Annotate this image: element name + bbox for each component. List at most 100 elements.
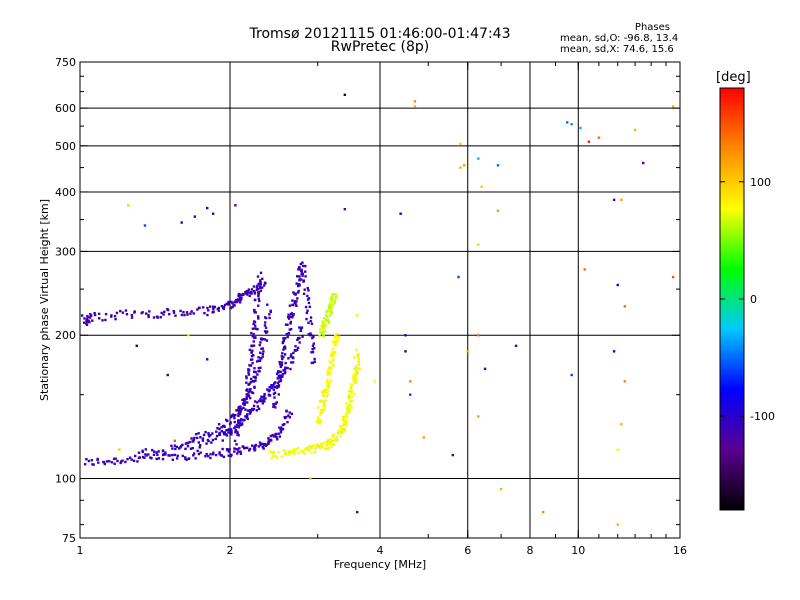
echo-point: [233, 439, 237, 443]
echo-point: [273, 381, 277, 384]
echo-point: [301, 264, 305, 268]
echo-point: [296, 297, 299, 300]
echo-point: [322, 333, 325, 336]
echo-point: [130, 458, 133, 461]
echo-point: [210, 441, 213, 444]
echo-point: [597, 136, 601, 139]
echo-point: [152, 316, 156, 319]
echo-point: [252, 404, 256, 408]
echo-point: [329, 368, 333, 371]
echo-point: [283, 353, 287, 356]
echo-point: [257, 294, 260, 298]
echo-point: [326, 315, 329, 319]
echo-point: [321, 411, 324, 414]
echo-point: [145, 454, 148, 457]
echo-point: [202, 433, 206, 437]
echo-point: [404, 334, 407, 337]
echo-point: [319, 330, 322, 334]
echo-point: [244, 408, 247, 411]
echo-point: [332, 358, 335, 361]
echo-point: [233, 450, 236, 453]
echo-point: [253, 311, 256, 314]
echo-point: [310, 361, 314, 365]
echo-point: [217, 309, 221, 312]
echo-point: [289, 312, 293, 316]
echo-point: [292, 313, 295, 316]
y-tick-label: 500: [55, 140, 76, 153]
echo-point: [286, 420, 289, 424]
echo-point: [296, 446, 300, 450]
echo-point: [263, 321, 267, 324]
echo-point: [237, 450, 240, 453]
echo-point: [322, 334, 325, 338]
echo-point: [347, 395, 351, 398]
echo-point: [236, 421, 240, 424]
echo-point: [237, 294, 240, 297]
echo-point: [240, 422, 244, 425]
echo-point: [328, 372, 332, 376]
echo-point: [89, 313, 92, 316]
echo-point: [328, 304, 331, 307]
echo-point: [257, 297, 261, 300]
echo-point: [299, 329, 302, 333]
echo-point: [163, 310, 166, 314]
echo-point: [275, 401, 279, 404]
echo-point: [346, 409, 350, 412]
echo-point: [248, 447, 252, 451]
echo-point: [245, 376, 248, 380]
echo-point: [207, 309, 210, 312]
echo-point: [236, 298, 240, 301]
echo-point: [252, 289, 256, 293]
echo-point: [283, 370, 287, 374]
echo-point: [350, 406, 353, 409]
echo-point: [205, 452, 208, 456]
echo-point: [233, 447, 236, 450]
echo-point: [313, 450, 317, 454]
x-tick-label: 6: [464, 544, 471, 557]
echo-point: [211, 453, 215, 456]
echo-point: [282, 337, 285, 340]
echo-point: [323, 326, 326, 329]
echo-point: [300, 278, 303, 281]
echo-point: [186, 313, 189, 316]
echo-point: [295, 275, 299, 278]
x-tick-label: 2: [227, 544, 234, 557]
echo-point: [211, 305, 215, 308]
echo-point: [270, 386, 273, 390]
echo-point: [318, 400, 322, 403]
echo-point: [327, 383, 330, 386]
echo-point: [345, 406, 349, 409]
echo-point: [320, 444, 324, 448]
echo-point: [264, 326, 268, 329]
echo-point: [157, 450, 160, 453]
echo-point: [247, 393, 250, 396]
echo-point: [280, 357, 284, 361]
echo-point: [242, 401, 246, 404]
echo-point: [327, 319, 330, 322]
echo-point: [326, 309, 330, 312]
echo-point: [179, 309, 182, 313]
echo-point: [345, 424, 348, 427]
echo-point: [93, 312, 96, 315]
echo-point: [330, 353, 333, 356]
echo-point: [304, 270, 307, 273]
echo-point: [225, 448, 229, 451]
echo-point: [297, 336, 300, 340]
echo-point: [331, 439, 335, 442]
echo-point: [261, 347, 265, 350]
echo-point: [565, 121, 569, 124]
echo-point: [185, 458, 188, 461]
echo-point: [318, 334, 321, 337]
echo-point: [280, 355, 283, 358]
echo-point: [174, 314, 177, 317]
echo-point: [215, 430, 218, 433]
echo-point: [86, 317, 89, 321]
echo-point: [248, 364, 251, 367]
echo-point: [307, 301, 311, 305]
echo-point: [187, 457, 191, 460]
echo-point: [225, 429, 228, 432]
echo-point: [85, 320, 89, 323]
echo-point: [199, 436, 202, 439]
echo-point: [311, 348, 314, 351]
echo-point: [298, 341, 301, 344]
